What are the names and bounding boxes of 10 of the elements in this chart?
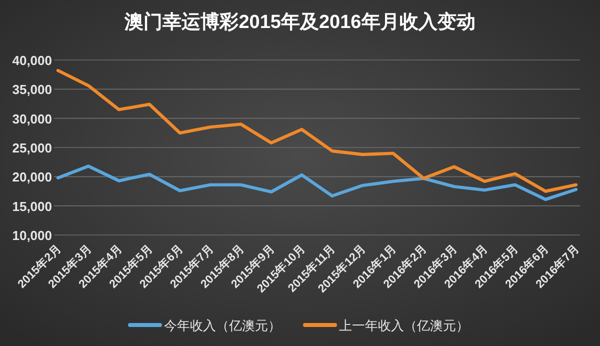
y-tick-label: 40,000 [12, 53, 52, 68]
y-tick-label: 35,000 [12, 82, 52, 98]
y-tick-label: 20,000 [12, 170, 52, 185]
legend-label: 上一年收入（亿澳元） [339, 318, 469, 333]
y-tick-label: 15,000 [12, 198, 52, 214]
y-tick-label: 25,000 [12, 140, 52, 156]
chart-title: 澳门幸运博彩2015年及2016年月收入变动 [124, 11, 476, 33]
legend-label: 今年收入（亿澳元） [164, 318, 281, 333]
y-tick-label: 30,000 [12, 111, 52, 126]
y-tick-label: 10,000 [12, 228, 52, 243]
